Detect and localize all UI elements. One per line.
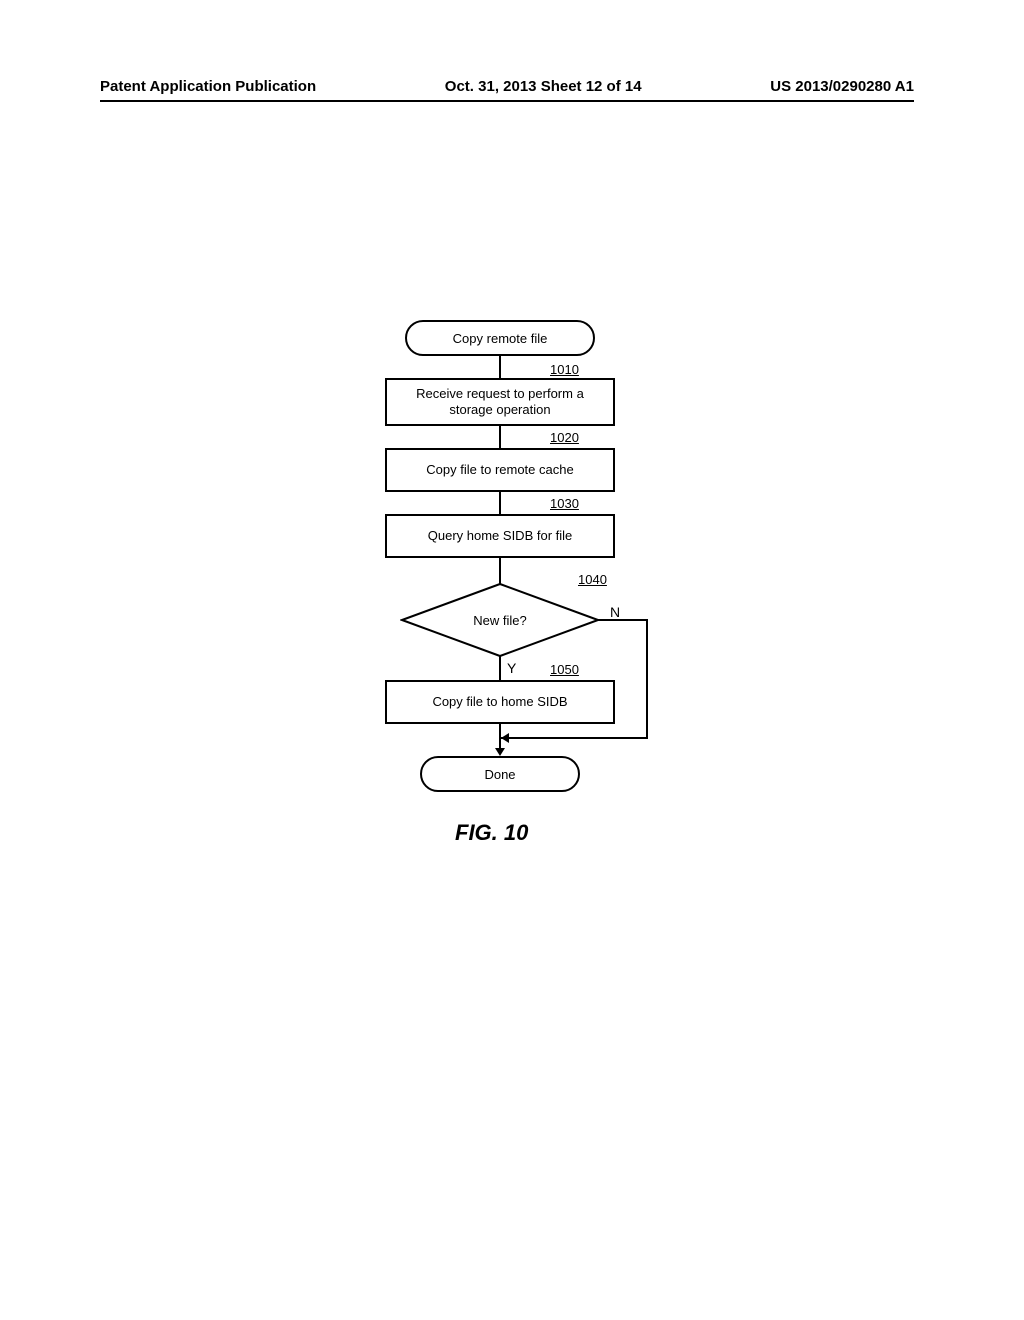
node-p1010-label: Receive request to perform astorage oper… xyxy=(416,386,584,417)
node-done-label: Done xyxy=(484,767,515,782)
arrow-into-done xyxy=(495,748,505,756)
node-d1040-label: New file? xyxy=(400,582,600,658)
node-p1030-label: Query home SIDB for file xyxy=(428,528,573,544)
node-p1030: Query home SIDB for file xyxy=(385,514,615,558)
header-middle: Oct. 31, 2013 Sheet 12 of 14 xyxy=(445,78,642,95)
edge-d1040-p1050 xyxy=(499,656,501,680)
node-p1050: Copy file to home SIDB xyxy=(385,680,615,724)
edge-no-h1 xyxy=(598,619,648,621)
node-start-label: Copy remote file xyxy=(453,331,548,346)
branch-no-label: N xyxy=(610,604,620,620)
node-done: Done xyxy=(420,756,580,792)
node-p1020-label: Copy file to remote cache xyxy=(426,462,573,478)
edge-p1020-p1030 xyxy=(499,492,501,514)
header-rule xyxy=(100,100,914,102)
flowchart: Copy remote file 1010 Receive request to… xyxy=(350,320,690,880)
ref-1010: 1010 xyxy=(550,362,579,377)
ref-1020: 1020 xyxy=(550,430,579,445)
node-p1020: Copy file to remote cache xyxy=(385,448,615,492)
edge-no-v xyxy=(646,619,648,739)
header-left: Patent Application Publication xyxy=(100,78,316,95)
edge-p1030-d1040 xyxy=(499,558,501,584)
header-right: US 2013/0290280 A1 xyxy=(770,78,914,95)
figure-caption: FIG. 10 xyxy=(455,820,528,846)
edge-p1010-p1020 xyxy=(499,426,501,448)
arrow-no-join xyxy=(501,733,509,743)
edge-no-h2 xyxy=(501,737,648,739)
node-p1050-label: Copy file to home SIDB xyxy=(432,694,567,710)
page: Patent Application Publication Oct. 31, … xyxy=(0,0,1024,1320)
node-p1010: Receive request to perform astorage oper… xyxy=(385,378,615,426)
edge-start-p1010 xyxy=(499,356,501,378)
node-start: Copy remote file xyxy=(405,320,595,356)
ref-1030: 1030 xyxy=(550,496,579,511)
node-d1040: New file? xyxy=(400,582,600,658)
branch-yes-label: Y xyxy=(507,660,516,676)
ref-1050: 1050 xyxy=(550,662,579,677)
page-header: Patent Application Publication Oct. 31, … xyxy=(100,78,914,95)
